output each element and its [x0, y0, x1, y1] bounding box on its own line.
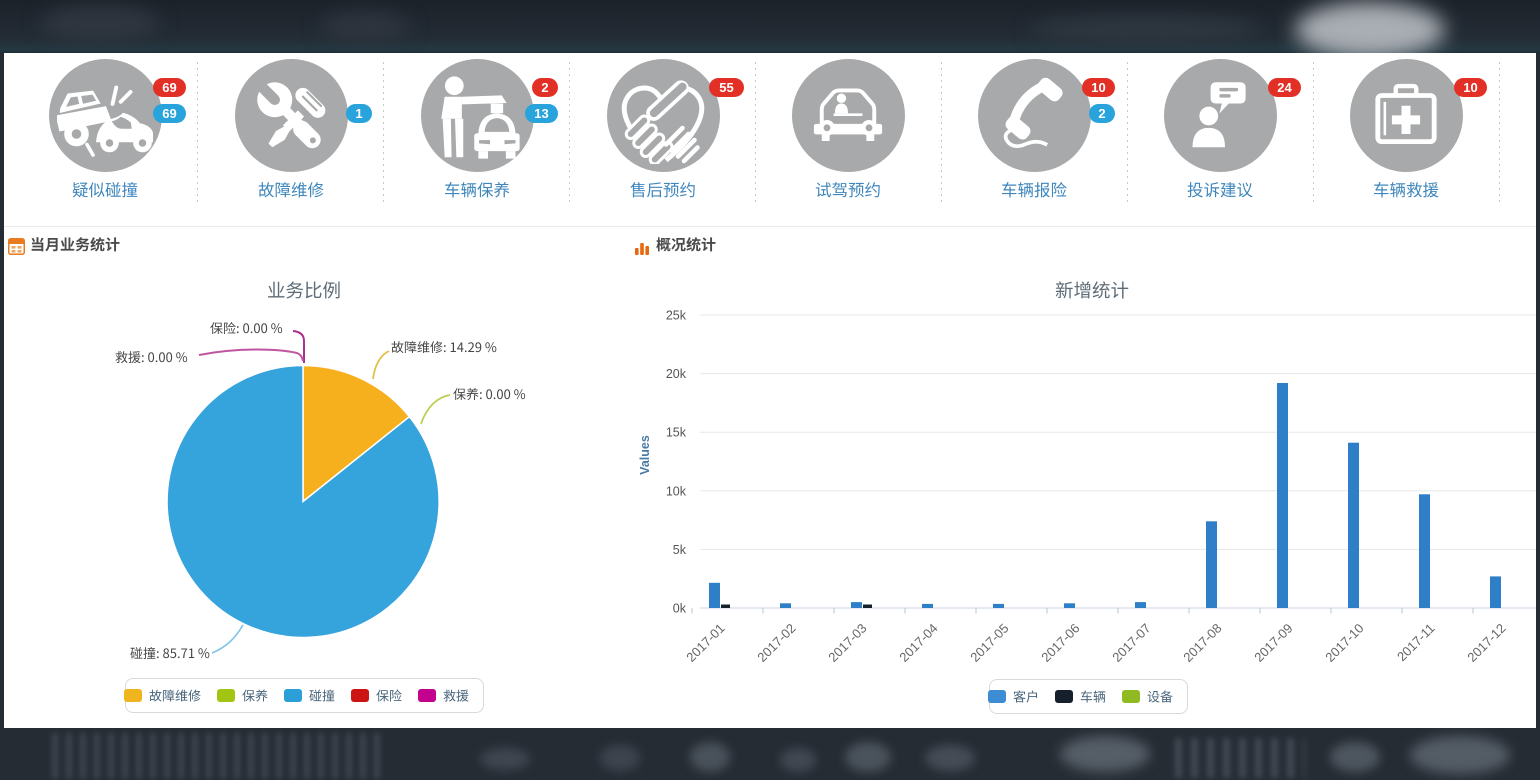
svg-text:2017-04: 2017-04 — [896, 621, 940, 665]
svg-text:2017-03: 2017-03 — [825, 621, 869, 665]
svg-text:20k: 20k — [666, 367, 687, 381]
svg-text:2017-12: 2017-12 — [1464, 621, 1508, 665]
svg-text:2017-11: 2017-11 — [1394, 621, 1438, 665]
svg-text:Values: Values — [638, 435, 652, 475]
svg-text:15k: 15k — [666, 426, 687, 440]
svg-text:25k: 25k — [666, 309, 687, 323]
svg-text:2017-08: 2017-08 — [1180, 621, 1224, 665]
svg-text:2017-07: 2017-07 — [1109, 621, 1153, 665]
svg-text:2017-05: 2017-05 — [967, 621, 1011, 665]
svg-text:2017-01: 2017-01 — [683, 621, 727, 665]
svg-text:2017-09: 2017-09 — [1251, 621, 1295, 665]
svg-text:2017-02: 2017-02 — [754, 621, 798, 665]
svg-text:10k: 10k — [666, 484, 687, 498]
svg-text:2017-06: 2017-06 — [1038, 621, 1082, 665]
svg-text:5k: 5k — [673, 543, 687, 557]
svg-text:2017-10: 2017-10 — [1322, 621, 1366, 665]
svg-text:0k: 0k — [673, 602, 687, 616]
